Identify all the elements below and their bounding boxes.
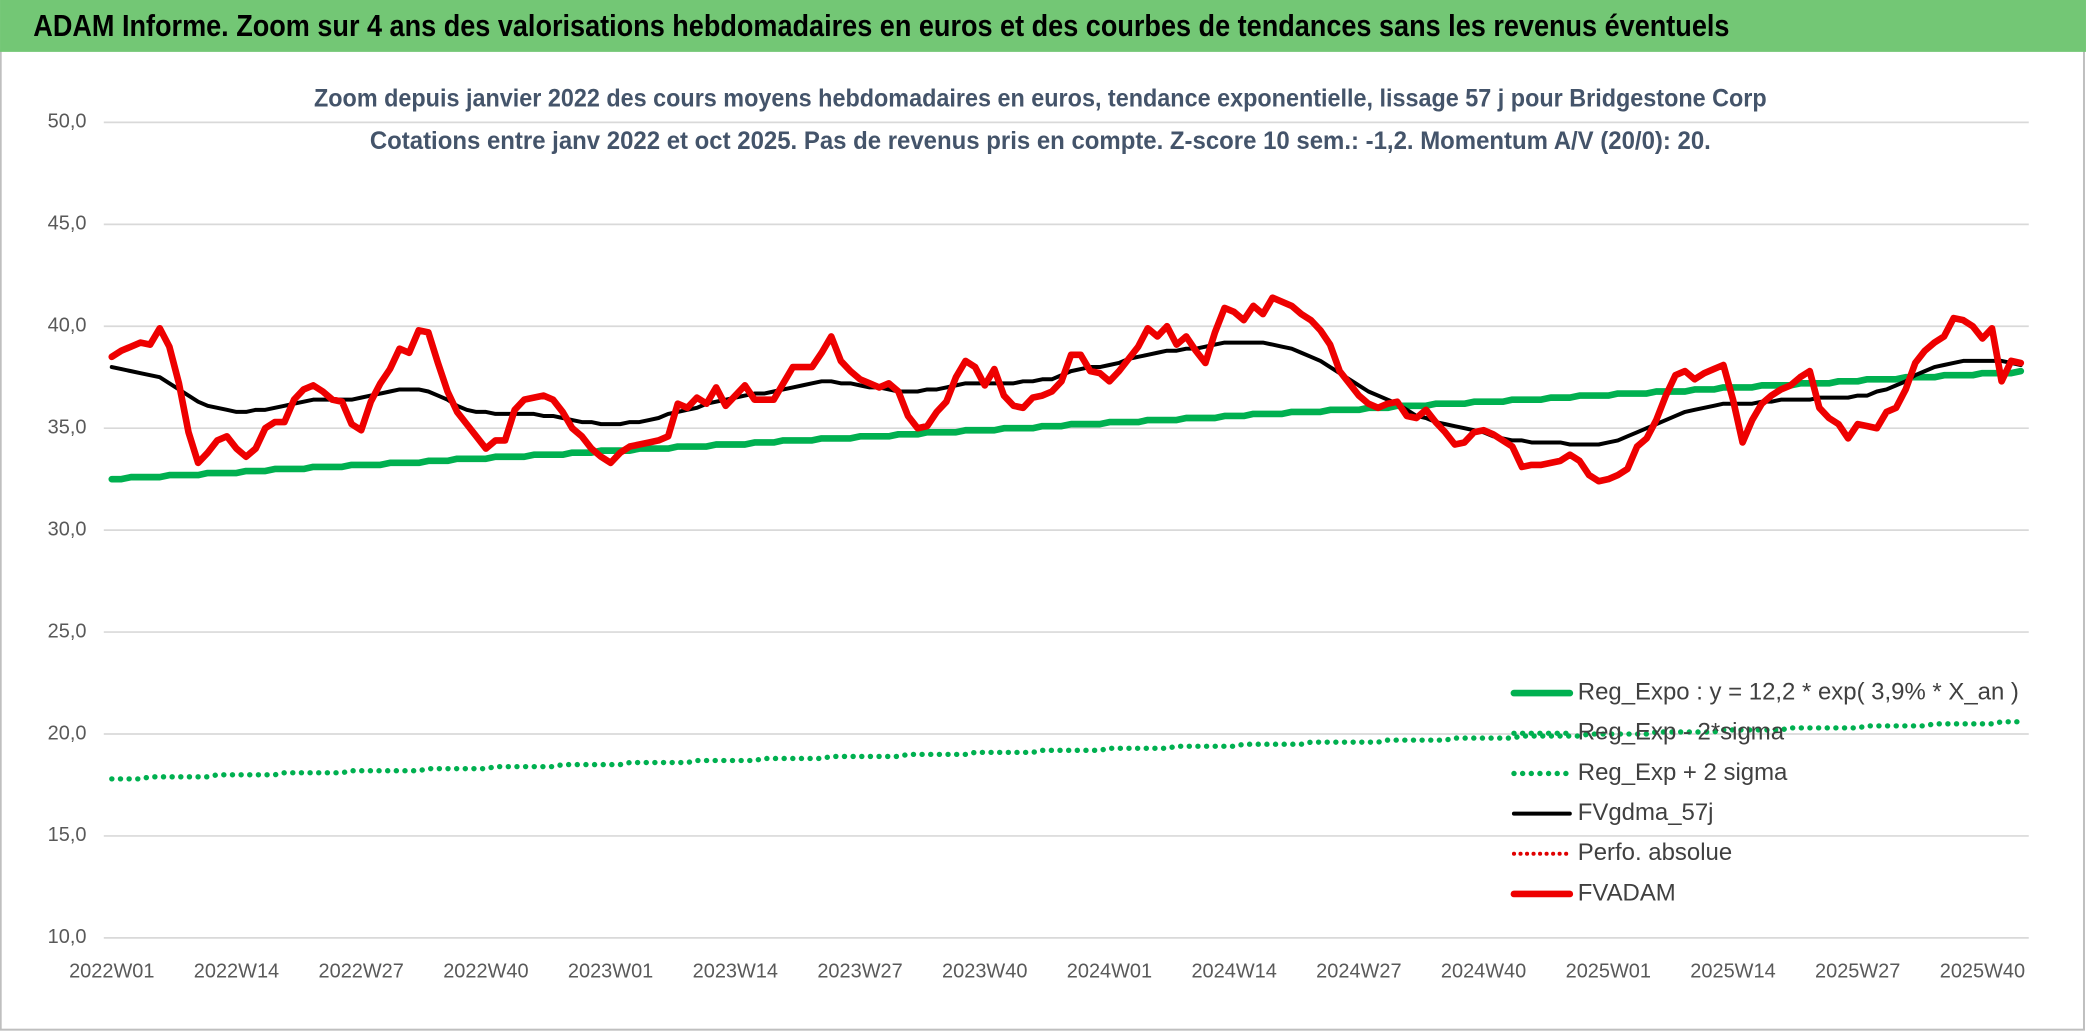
- chart-title: Zoom depuis janvier 2022 des cours moyen…: [314, 84, 1767, 112]
- legend-label: Reg_Exp - 2*sigma: [1578, 719, 1785, 746]
- axis-labels: 10,0 15,0 20,0 25,0 30,0 35,0 40,0 45,0 50,0 2022…: [48, 111, 2025, 983]
- x-tick-label: 2023W14: [693, 961, 778, 983]
- y-tick-label: 20,0: [48, 722, 87, 744]
- legend-label: Reg_Exp + 2 sigma: [1578, 759, 1788, 786]
- y-tick-label: 40,0: [48, 315, 87, 337]
- header-bar: [0, 0, 2086, 52]
- plot-area: [108, 294, 2025, 782]
- x-tick-label: 2023W27: [817, 961, 902, 983]
- x-tick-label: 2024W14: [1191, 961, 1276, 983]
- x-tick-label: 2025W40: [1940, 961, 2025, 983]
- legend-label: FVADAM: [1578, 879, 1676, 906]
- chart-subtitle: Cotations entre janv 2022 et oct 2025. P…: [370, 127, 1711, 155]
- x-tick-label: 2022W27: [319, 961, 404, 983]
- x-tick-label: 2022W14: [194, 961, 279, 983]
- legend-label: Reg_Expo : y = 12,2 * exp( 3,9% * X_an ): [1578, 678, 2019, 705]
- x-tick-label: 2022W40: [443, 961, 528, 983]
- legend: Reg_Expo : y = 12,2 * exp( 3,9% * X_an )…: [1510, 678, 2019, 906]
- x-tick-label: 2024W27: [1316, 961, 1401, 983]
- y-tick-label: 25,0: [48, 620, 87, 642]
- legend-label: Perfo. absolue: [1578, 839, 1732, 866]
- x-tick-label: 2024W01: [1067, 961, 1152, 983]
- x-tick-label: 2023W40: [942, 961, 1027, 983]
- x-tick-label: 2025W27: [1815, 961, 1900, 983]
- y-tick-label: 10,0: [48, 926, 87, 948]
- y-tick-label: 30,0: [48, 518, 87, 540]
- series-line: [108, 367, 2025, 483]
- y-tick-label: 35,0: [48, 416, 87, 438]
- x-tick-label: 2023W01: [568, 961, 653, 983]
- header-title: ADAM Informe. Zoom sur 4 ans des valoris…: [33, 9, 1729, 43]
- x-tick-label: 2022W01: [69, 961, 154, 983]
- y-tick-label: 15,0: [48, 824, 87, 846]
- x-tick-label: 2025W14: [1690, 961, 1775, 983]
- legend-label: FVgdma_57j: [1578, 799, 1714, 826]
- y-tick-label: 50,0: [48, 111, 87, 133]
- x-tick-label: 2024W40: [1441, 961, 1526, 983]
- series-line: [108, 294, 2025, 485]
- x-tick-label: 2025W01: [1566, 961, 1651, 983]
- y-tick-label: 45,0: [48, 213, 87, 235]
- series-line: [109, 719, 2024, 782]
